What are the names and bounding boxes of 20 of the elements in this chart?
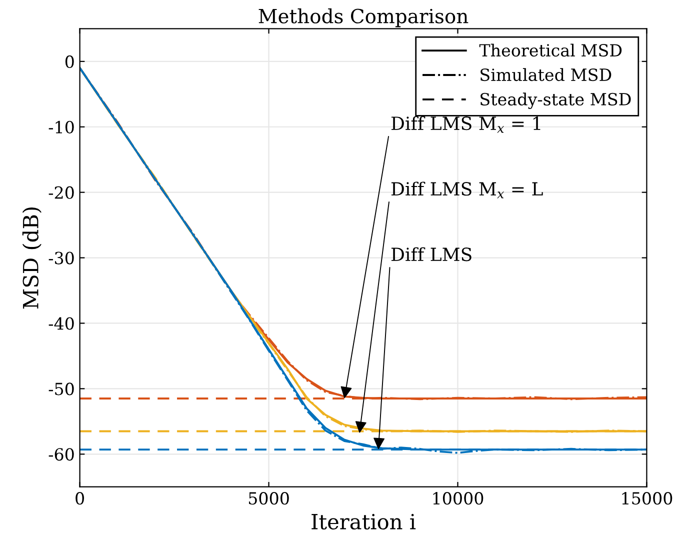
annotation: Diff LMS M$_{x}$ = L: [391, 182, 543, 198]
y-tick-label: -30: [48, 252, 74, 264]
legend-label: Theoretical MSD: [479, 44, 622, 57]
y-tick-label: -50: [48, 382, 74, 396]
chart-title: Methods Comparison: [258, 8, 468, 28]
y-tick-label: -40: [48, 317, 74, 330]
y-axis-title: MSD (dB): [22, 208, 42, 309]
x-tick-label: 15000: [622, 492, 672, 505]
x-tick-label: 10000: [433, 492, 484, 505]
x-tick-label: 5000: [248, 492, 289, 505]
y-tick-label: 0: [65, 55, 74, 68]
y-tick-label: -10: [48, 120, 74, 134]
x-axis-title: Iteration i: [312, 514, 416, 530]
annotation: Diff LMS: [391, 247, 472, 262]
x-tick-label: 0: [76, 492, 84, 505]
legend-label: Steady-state MSD: [480, 92, 631, 109]
y-tick-label: -20: [48, 186, 74, 199]
annotation: Diff LMS M$_{x}$ = 1: [391, 116, 540, 133]
legend-label: Simulated MSD: [480, 68, 612, 82]
y-tick-label: -60: [48, 448, 74, 461]
